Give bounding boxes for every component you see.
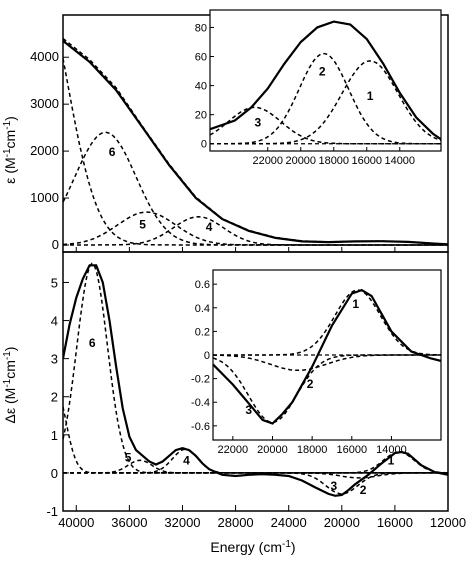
axis-title-part: cm bbox=[2, 130, 18, 149]
absorption-inset-band-label-1: 1 bbox=[367, 89, 374, 103]
axis-title-part: ) bbox=[2, 347, 18, 352]
cd-inset-ytick-label: -0.2 bbox=[191, 374, 210, 386]
cd-inset-xtick-label: 14000 bbox=[376, 444, 407, 456]
absorption-band-label-6: 6 bbox=[109, 145, 116, 159]
cd-ytick-label: -1 bbox=[46, 504, 58, 519]
cd-y-axis-title: Δε (M-1cm-1) bbox=[2, 347, 19, 424]
cd-xtick-label: 40000 bbox=[58, 515, 94, 530]
cd-xtick-label: 36000 bbox=[111, 515, 147, 530]
absorption-ytick-label: 1000 bbox=[30, 190, 59, 205]
cd-inset-ytick-label: 0.4 bbox=[195, 303, 210, 315]
absorption-inset-ytick-label: 20 bbox=[195, 110, 207, 122]
cd-inset-band-label-2: 2 bbox=[307, 377, 314, 391]
absorption-ytick-label: 3000 bbox=[30, 96, 59, 111]
cd-band-line-7 bbox=[63, 406, 448, 474]
absorption-inset-band-label-2: 2 bbox=[319, 64, 326, 78]
cd-xtick-label: 12000 bbox=[430, 515, 466, 530]
cd-inset-band-label-1: 1 bbox=[352, 297, 359, 311]
cd-inset-xtick-label: 16000 bbox=[336, 444, 367, 456]
absorption-inset-xtick-label: 22000 bbox=[252, 155, 283, 167]
cd-band-label-4: 4 bbox=[183, 454, 190, 468]
axis-title-part: -1 bbox=[2, 120, 13, 129]
absorption-inset-ytick-label: 0 bbox=[201, 139, 207, 151]
cd-ytick-label: 5 bbox=[51, 275, 58, 290]
cd-inset-ytick-label: 0.2 bbox=[195, 326, 210, 338]
absorption-ytick-label: 0 bbox=[52, 237, 59, 252]
cd-inset-ytick-label: 0.6 bbox=[195, 279, 210, 291]
cd-inset-ytick-label: -0.6 bbox=[191, 421, 210, 433]
cd-inset-xtick-label: 22000 bbox=[218, 444, 249, 456]
cd-inset-ytick-label: -0.4 bbox=[191, 397, 210, 409]
cd-inset-xtick-label: 20000 bbox=[257, 444, 288, 456]
axis-title-part: -1 bbox=[282, 539, 291, 550]
cd-frame bbox=[62, 251, 449, 512]
absorption-inset-xtick-label: 14000 bbox=[384, 155, 415, 167]
axis-title-part: -1 bbox=[2, 351, 13, 360]
absorption-band-line-5 bbox=[63, 58, 448, 246]
absorption-inset-experimental-line-0 bbox=[210, 20, 441, 141]
axis-title-part: ) bbox=[291, 539, 296, 555]
cd-inset-band-3-line-3 bbox=[213, 354, 441, 424]
absorption-inset-xtick-label: 16000 bbox=[351, 155, 382, 167]
absorption-inset-frame bbox=[209, 9, 442, 152]
absorption-inset-xtick-label: 18000 bbox=[318, 155, 349, 167]
axis-title-part: -1 bbox=[2, 148, 13, 157]
cd-band-label-2: 2 bbox=[360, 483, 367, 497]
cd-ytick-label: 2 bbox=[51, 390, 58, 405]
x-axis-title: Energy (cm-1) bbox=[210, 539, 295, 556]
cd-inset-band-label-3: 3 bbox=[245, 403, 252, 417]
cd-ytick-label: 1 bbox=[51, 428, 58, 443]
cd-band-label-3: 3 bbox=[330, 479, 337, 493]
cd-ytick-label: 3 bbox=[51, 352, 58, 367]
axis-title-part: ) bbox=[2, 116, 18, 121]
absorption-inset-ytick-label: 80 bbox=[195, 22, 207, 34]
axis-title-part: -1 bbox=[2, 378, 13, 387]
axis-title-part: Δε (M bbox=[2, 388, 18, 424]
cd-band-3-line-4 bbox=[63, 472, 448, 495]
absorption-ytick-label: 4000 bbox=[30, 49, 59, 64]
absorption-inset-band-label-3: 3 bbox=[255, 115, 262, 129]
cd-band-label-5: 5 bbox=[125, 450, 132, 464]
cd-ytick-label: 4 bbox=[51, 314, 58, 329]
absorption-inset-xtick-label: 20000 bbox=[285, 155, 316, 167]
cd-band-label-6: 6 bbox=[89, 336, 96, 350]
absorption-inset-ytick-label: 40 bbox=[195, 81, 207, 93]
cd-xtick-label: 32000 bbox=[164, 515, 200, 530]
cd-inset-experimental-line-0 bbox=[213, 288, 441, 425]
axis-title-part: Energy (cm bbox=[210, 539, 282, 555]
absorption-y-axis-title: ε (M-1cm-1) bbox=[2, 116, 19, 184]
cd-band-label-1: 1 bbox=[388, 454, 395, 468]
cd-xtick-label: 24000 bbox=[271, 515, 307, 530]
cd-inset-band-1-line-1 bbox=[213, 289, 441, 356]
absorption-experimental-line-0 bbox=[63, 39, 448, 246]
absorption-band-5-line-3 bbox=[63, 211, 448, 246]
cd-inset-ytick-label: 0 bbox=[204, 350, 210, 362]
axis-title-part: ε (M bbox=[2, 157, 18, 183]
absorption-band-label-4: 4 bbox=[206, 220, 213, 234]
axis-title-part: cm bbox=[2, 360, 18, 379]
absorption-band-4-line-4 bbox=[63, 216, 448, 246]
absorption-ytick-label: 2000 bbox=[30, 143, 59, 158]
cd-inset-xtick-label: 18000 bbox=[297, 444, 328, 456]
cd-xtick-label: 28000 bbox=[218, 515, 254, 530]
absorption-band-label-5: 5 bbox=[139, 218, 146, 232]
cd-ytick-label: 0 bbox=[51, 466, 58, 481]
absorption-inset-ytick-label: 60 bbox=[195, 52, 207, 64]
cd-xtick-label: 20000 bbox=[324, 515, 360, 530]
cd-xtick-label: 16000 bbox=[377, 515, 413, 530]
cd-inset-band-2-line-2 bbox=[213, 354, 441, 372]
